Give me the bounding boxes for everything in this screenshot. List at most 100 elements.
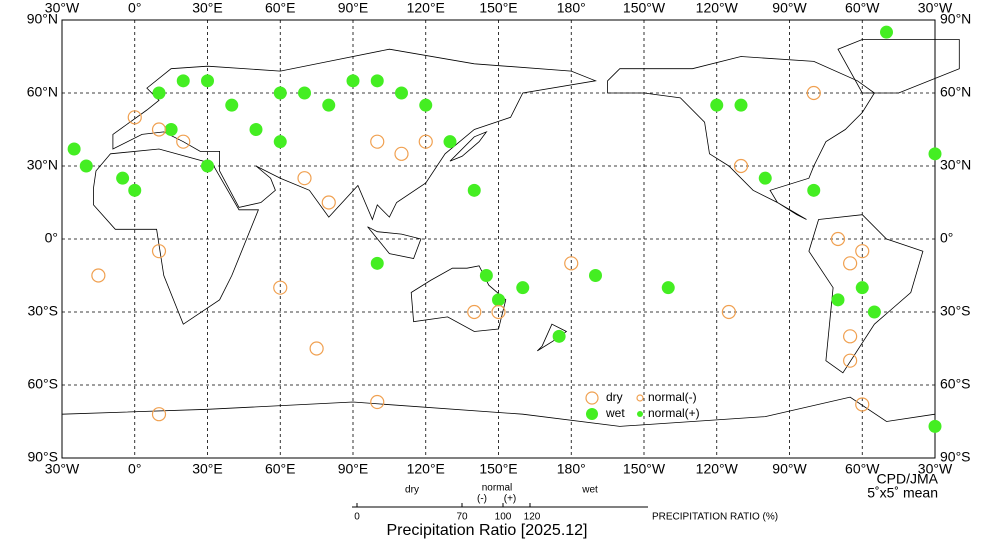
- scale-bar: dry normal (-) (+) wet 0 70 100 120 PREC…: [352, 483, 778, 539]
- dry-circle: [843, 353, 858, 368]
- dry-circle: [309, 341, 324, 356]
- scale-dry: dry: [405, 485, 419, 496]
- wet-circle: [370, 256, 384, 270]
- wet-circle: [370, 74, 384, 88]
- station-circles: [67, 25, 942, 433]
- scale-normal: normal: [482, 483, 513, 494]
- lat-label-left: 60°N: [27, 84, 58, 100]
- dry-circle: [321, 195, 336, 210]
- dry-circle: [855, 244, 870, 259]
- coastline: [367, 226, 422, 259]
- lat-label-left: 30°S: [27, 303, 58, 319]
- lon-label-bottom: 90°W: [772, 461, 807, 477]
- lon-label-top: 120°E: [407, 0, 445, 16]
- lon-label-bottom: 150°W: [623, 461, 666, 477]
- wet-circle: [552, 329, 566, 343]
- wet-circle: [201, 74, 214, 88]
- lon-label-bottom: 60°W: [845, 461, 880, 477]
- lat-label-right: 30°S: [940, 303, 971, 319]
- legend-dry: dry: [606, 390, 623, 404]
- lon-label-bottom: 0°: [128, 461, 141, 477]
- legend-normal-plus-icon: [637, 411, 643, 417]
- wet-circle: [225, 98, 239, 112]
- coastline: [93, 148, 259, 325]
- lon-label-top: 90°W: [772, 0, 807, 16]
- scale-tick-label: 120: [524, 512, 541, 523]
- dry-circle: [843, 256, 858, 271]
- scale-wet: wet: [581, 485, 598, 496]
- scale-unit: PRECIPITATION RATIO (%): [652, 512, 778, 523]
- lon-label-top: 60°E: [265, 0, 296, 16]
- lat-label-left: 90°N: [27, 11, 58, 27]
- lat-label-left: 90°S: [27, 449, 58, 465]
- wet-circle: [67, 142, 81, 156]
- wet-circle: [467, 183, 481, 197]
- coastline: [607, 56, 875, 220]
- legend-wet: wet: [605, 406, 625, 420]
- dry-circle: [91, 268, 106, 283]
- dry-circle: [806, 85, 821, 101]
- wet-circle: [79, 159, 93, 173]
- scale-tick-label: 100: [495, 512, 512, 523]
- lon-label-bottom: 60°E: [265, 461, 296, 477]
- lon-label-bottom: 30°W: [45, 461, 80, 477]
- lon-label-top: 150°W: [623, 0, 666, 16]
- wet-circle: [273, 135, 287, 149]
- coastline: [537, 323, 568, 352]
- coastlines: [61, 39, 960, 427]
- wet-circle: [710, 98, 724, 112]
- dry-circle: [127, 110, 142, 125]
- legend-normal-plus: normal(+): [648, 406, 700, 420]
- wet-circle: [273, 86, 287, 100]
- wet-circle: [928, 419, 942, 433]
- legend-normal-minus: normal(-): [648, 390, 697, 404]
- lon-label-top: 120°W: [696, 0, 739, 16]
- dry-circle: [370, 394, 385, 410]
- dry-circle: [467, 304, 482, 320]
- lon-label-bottom: 120°W: [696, 461, 739, 477]
- axis-labels: 30°W 30°W 0° 0° 30°E 30°E 60°E 60°E 90°E 90°E 120°…: [27, 0, 972, 477]
- credit: CPD/JMA: [877, 471, 939, 487]
- coastline: [410, 265, 507, 332]
- lat-label-right: 0°: [940, 230, 953, 246]
- wet-circle: [734, 98, 748, 112]
- lon-label-top: 60°W: [845, 0, 880, 16]
- wet-circle: [346, 74, 360, 88]
- wet-circle: [395, 86, 408, 100]
- dry-circle: [564, 256, 579, 271]
- dry-circle: [491, 304, 506, 320]
- wet-circle: [492, 293, 505, 307]
- resolution: 5˚x5˚ mean: [867, 485, 938, 501]
- wet-circle: [128, 183, 142, 197]
- lat-label-right: 30°N: [940, 157, 971, 173]
- dry-circle: [733, 158, 749, 174]
- coastline: [112, 48, 597, 221]
- legend-dry-icon: [585, 391, 599, 405]
- wet-circle: [322, 98, 336, 112]
- wet-circle: [867, 305, 881, 319]
- lon-label-top: 30°W: [45, 0, 80, 16]
- wet-circle: [443, 135, 457, 149]
- wet-circle: [855, 281, 869, 295]
- wet-circle: [298, 86, 311, 100]
- dry-circle: [370, 134, 385, 149]
- lon-label-top: 180°: [557, 0, 586, 16]
- wet-circle: [419, 98, 433, 112]
- lon-label-bottom: 120°E: [407, 461, 445, 477]
- wet-circle: [176, 74, 190, 88]
- lon-label-bottom: 180°: [557, 461, 586, 477]
- scale-tick-label: 0: [354, 512, 360, 523]
- lat-label-right: 90°N: [940, 11, 971, 27]
- wet-circle: [152, 86, 166, 100]
- wet-circle: [201, 159, 214, 173]
- wet-circle: [479, 269, 493, 282]
- legend: dry wet normal(-) normal(+): [585, 390, 700, 420]
- scale-minus: (-): [477, 494, 487, 505]
- wet-circle: [516, 281, 530, 295]
- lat-label-right: 90°S: [940, 449, 971, 465]
- wet-circle: [116, 171, 130, 185]
- dry-circle: [394, 146, 409, 161]
- dry-circle: [721, 304, 736, 320]
- dry-circle: [830, 231, 846, 247]
